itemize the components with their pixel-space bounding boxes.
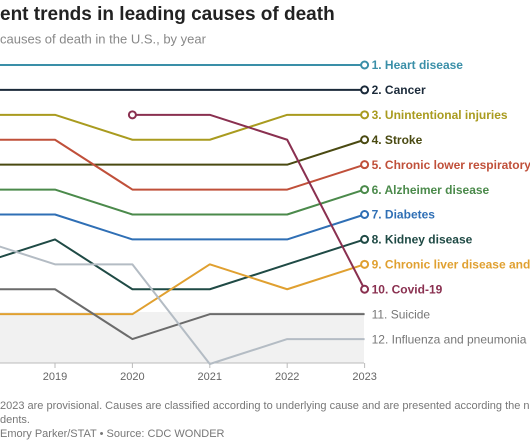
chart-subtitle: causes of death in the U.S., by year <box>0 31 207 46</box>
series-label: 9. Chronic liver disease and cirr <box>372 258 530 272</box>
series-label: 2. Cancer <box>372 83 426 97</box>
point-marker <box>360 284 370 294</box>
series-label: 3. Unintentional injuries <box>372 108 508 122</box>
series-label: 12. Influenza and pneumonia <box>372 332 527 346</box>
series-line <box>0 213 365 241</box>
series-label: 4. Stroke <box>372 133 423 147</box>
highlight-band <box>0 312 364 363</box>
series-line <box>0 188 365 216</box>
series-line <box>0 288 365 341</box>
x-tick-label: 2019 <box>43 371 67 383</box>
series-label: 11. Suicide <box>372 307 431 321</box>
series-line <box>0 263 365 316</box>
chart-title: ent trends in leading causes of death <box>0 4 335 25</box>
series-label: 7. Diabetes <box>372 208 436 222</box>
series-line <box>0 138 365 191</box>
point-marker <box>360 234 370 244</box>
x-tick-label: 2022 <box>275 371 299 383</box>
series-label: 5. Chronic lower respiratory dis <box>372 158 530 172</box>
point-marker <box>360 60 370 70</box>
series-label: 8. Kidney disease <box>372 233 473 247</box>
point-marker <box>360 210 370 219</box>
x-tick-label: 2021 <box>198 371 222 383</box>
series-line <box>132 113 366 290</box>
point-marker <box>360 185 370 195</box>
series-label: 1. Heart disease <box>372 58 464 72</box>
series-label: 10. Covid-19 <box>372 282 443 296</box>
series-label: 6. Alzheimer disease <box>372 183 490 197</box>
point-marker <box>360 135 370 145</box>
series-line <box>0 138 365 166</box>
note: dents. <box>0 414 30 426</box>
point-marker <box>360 259 370 269</box>
series-line <box>0 113 365 141</box>
x-tick-label: 2023 <box>352 371 376 383</box>
point-marker <box>360 110 370 120</box>
series-line <box>0 245 365 365</box>
source: Emory Parker/STAT • Source: CDC WONDER <box>0 428 225 440</box>
point-marker <box>127 110 137 120</box>
x-tick-label: 2020 <box>120 371 144 383</box>
point-marker <box>360 160 370 170</box>
point-marker <box>360 85 370 95</box>
note: 2023 are provisional. Causes are classif… <box>0 400 530 412</box>
